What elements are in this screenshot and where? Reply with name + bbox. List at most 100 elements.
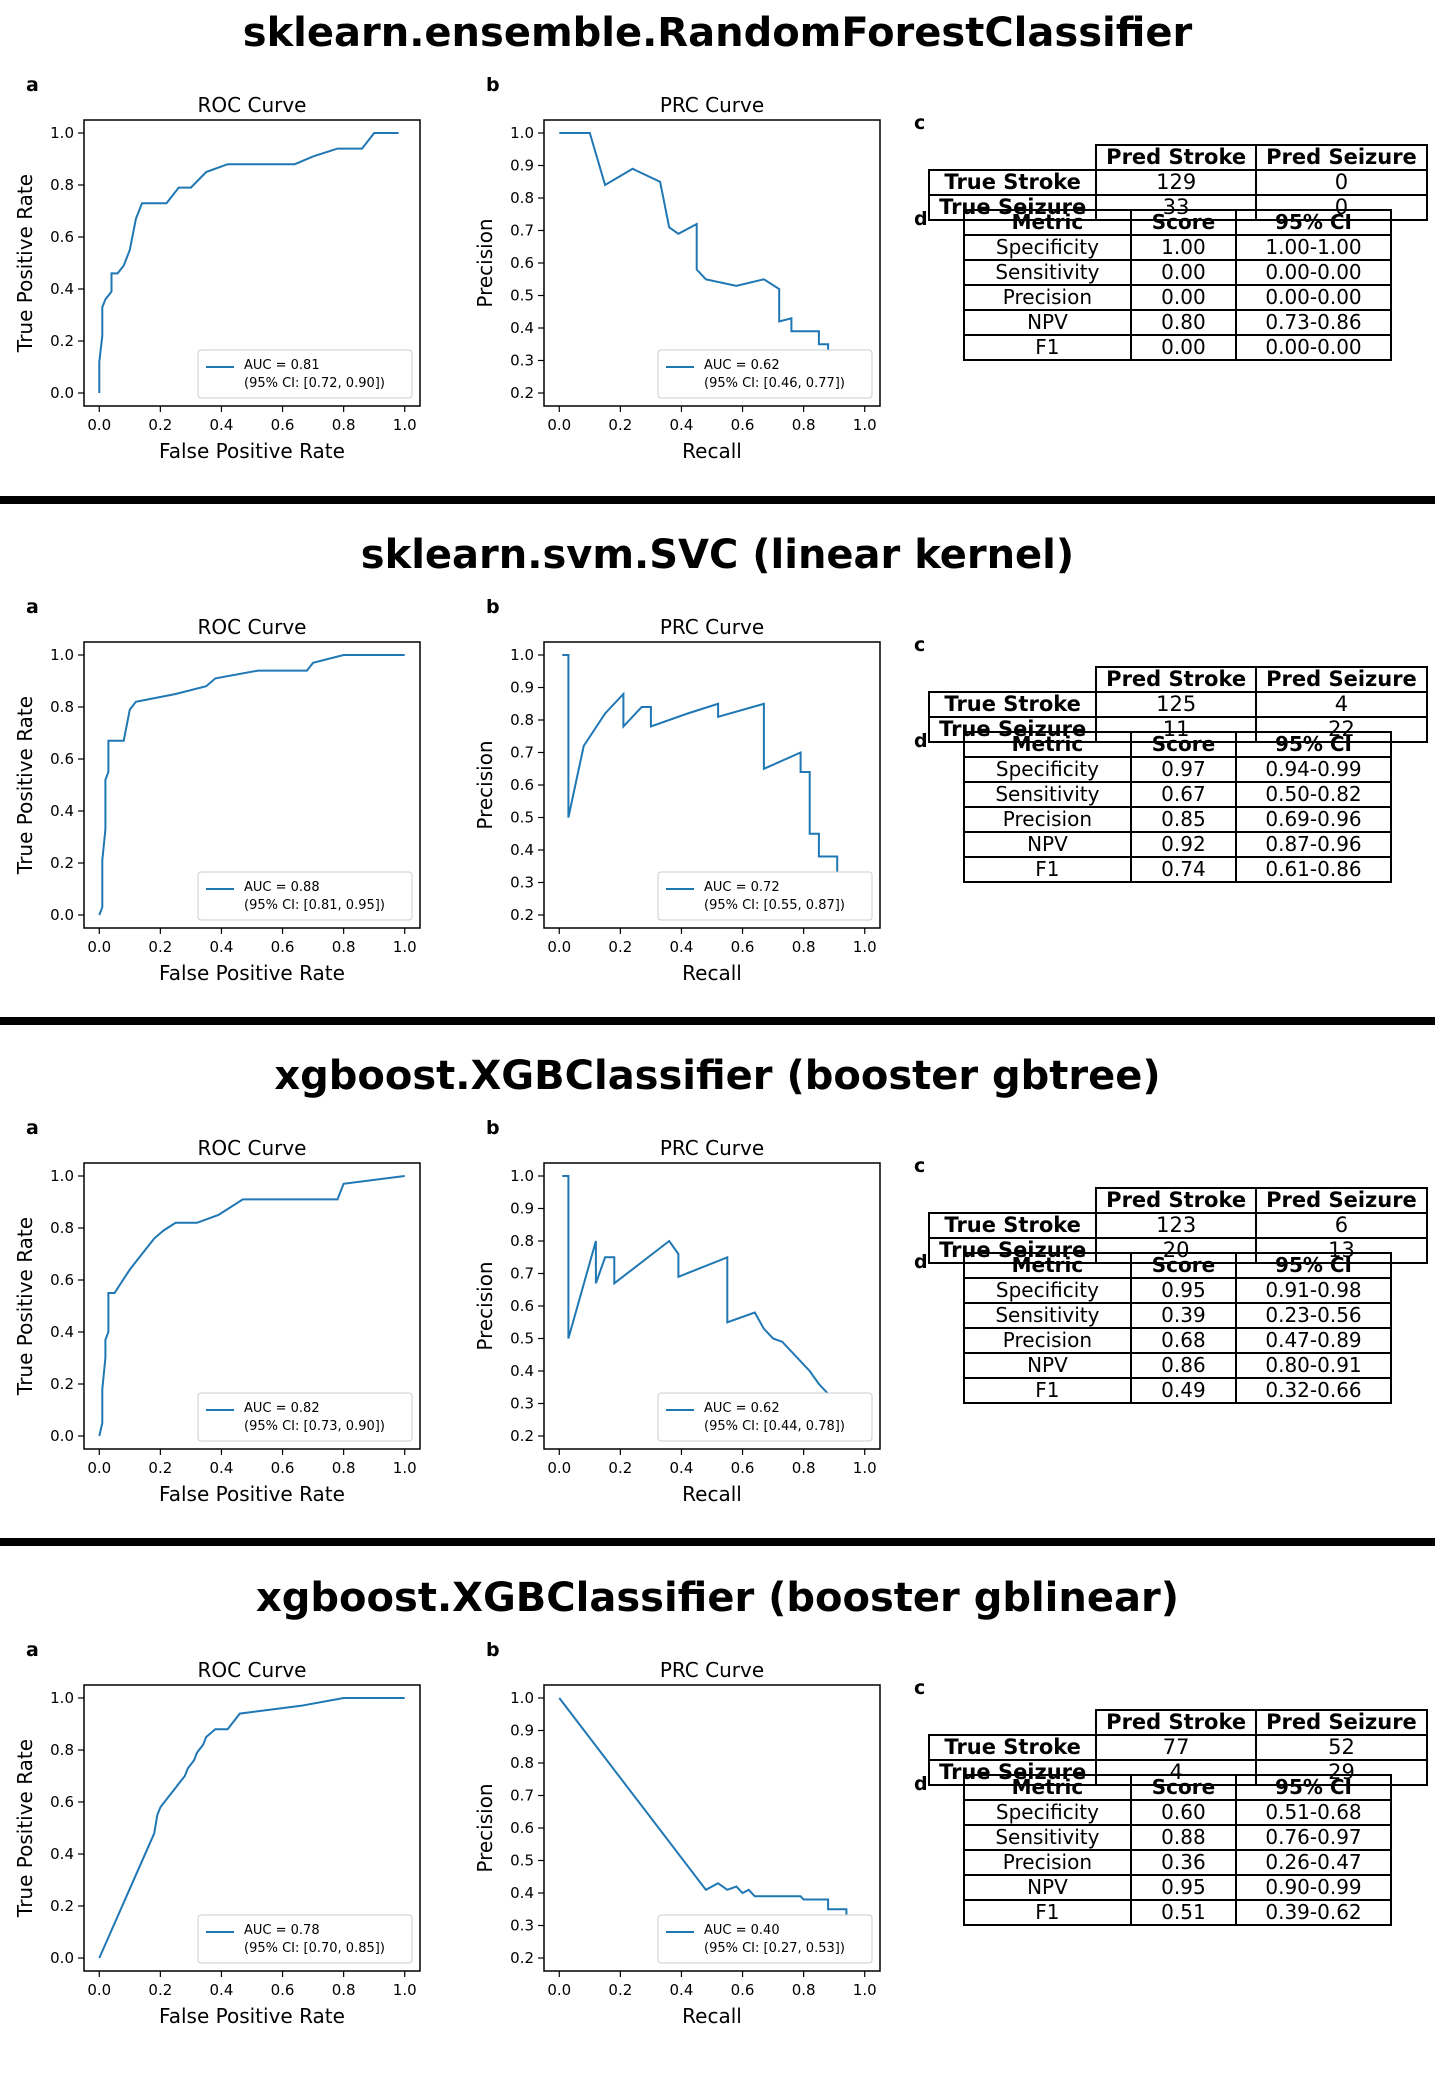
y-tick-label: 0.8 [510,1754,534,1772]
x-tick-label: 1.0 [393,416,417,434]
chart-title: ROC Curve [198,93,307,117]
y-tick-label: 0.8 [50,698,74,716]
metrics-cell: 0.51 [1131,1900,1236,1925]
x-tick-label: 0.0 [547,938,571,956]
panel-letter: b [486,74,500,96]
y-tick-label: 0.6 [510,254,534,272]
x-tick-label: 0.8 [332,938,356,956]
metrics-cell: Sensitivity [964,1303,1131,1328]
legend-ci: (95% CI: [0.72, 0.90]) [244,376,385,391]
confusion-header: Pred Stroke [1096,1188,1256,1213]
metrics-cell: 0.92 [1131,832,1236,857]
x-axis-label: False Positive Rate [159,439,345,463]
metrics-cell: Precision [964,1328,1131,1353]
y-tick-label: 0.9 [510,157,534,175]
table-letter-d: d [914,208,928,230]
metrics-cell: 0.88 [1131,1825,1236,1850]
y-tick-label: 1.0 [510,1167,534,1185]
x-tick-label: 0.4 [210,1981,234,1999]
metrics-cell: Precision [964,807,1131,832]
metrics-cell: 0.39-0.62 [1236,1900,1391,1925]
x-tick-label: 0.8 [792,1459,816,1477]
panel-letter: a [26,1117,39,1139]
x-tick-label: 0.0 [87,938,111,956]
y-tick-label: 0.7 [510,222,534,240]
metrics-header: 95% CI [1236,1775,1391,1800]
y-tick-label: 0.6 [50,750,74,768]
x-tick-label: 0.6 [271,1459,295,1477]
y-tick-label: 0.4 [50,802,74,820]
y-tick-label: 0.6 [50,228,74,246]
metrics-cell: 0.86 [1131,1353,1236,1378]
blank-cell [929,145,1096,170]
y-tick-label: 1.0 [50,124,74,142]
metrics-cell: 0.94-0.99 [1236,757,1391,782]
chart-title: PRC Curve [660,93,764,117]
metrics-cell: 0.61-0.86 [1236,857,1391,882]
y-tick-label: 1.0 [510,124,534,142]
section-divider [0,1017,1435,1025]
metrics-cell: 0.95 [1131,1278,1236,1303]
model-title: sklearn.svm.SVC (linear kernel) [0,532,1435,578]
legend-ci: (95% CI: [0.81, 0.95]) [244,898,385,913]
legend-auc: AUC = 0.78 [244,1923,320,1938]
metrics-cell: 0.00-0.00 [1236,285,1391,310]
x-tick-label: 0.6 [731,938,755,956]
metrics-header: 95% CI [1236,732,1391,757]
model-title: sklearn.ensemble.RandomForestClassifier [0,10,1435,56]
metrics-cell: F1 [964,857,1131,882]
x-tick-label: 0.8 [332,1981,356,1999]
x-axis-label: Recall [682,439,742,463]
x-tick-label: 0.4 [210,1459,234,1477]
x-tick-label: 0.2 [148,1459,172,1477]
x-axis-label: Recall [682,961,742,985]
legend-auc: AUC = 0.40 [704,1923,780,1938]
y-axis-label: Precision [473,1261,497,1350]
legend-auc: AUC = 0.81 [244,358,320,373]
confusion-cell: 125 [1096,692,1256,717]
y-tick-label: 0.6 [50,1793,74,1811]
table-letter-d: d [914,1773,928,1795]
metrics-cell: 0.73-0.86 [1236,310,1391,335]
x-tick-label: 0.6 [731,1981,755,1999]
x-tick-label: 0.2 [148,416,172,434]
table-letter-c: c [914,1155,925,1177]
metrics-cell: 0.49 [1131,1378,1236,1403]
x-axis-label: False Positive Rate [159,1482,345,1506]
metrics-cell: Sensitivity [964,260,1131,285]
x-tick-label: 0.0 [547,1459,571,1477]
metrics-cell: Specificity [964,235,1131,260]
legend-ci: (95% CI: [0.70, 0.85]) [244,1941,385,1956]
table-letter-c: c [914,1677,925,1699]
metrics-cell: 0.50-0.82 [1236,782,1391,807]
metrics-cell: Precision [964,285,1131,310]
metrics-cell: 0.87-0.96 [1236,832,1391,857]
y-tick-label: 0.0 [50,1427,74,1445]
legend-auc: AUC = 0.62 [704,1401,780,1416]
legend-auc: AUC = 0.72 [704,880,780,895]
y-tick-label: 0.3 [510,1395,534,1413]
x-tick-label: 1.0 [853,1459,877,1477]
y-tick-label: 1.0 [510,1689,534,1707]
section-divider [0,1538,1435,1546]
model-panel: xgboost.XGBClassifier (booster gblinear)… [0,1565,1435,2081]
metrics-cell: Specificity [964,1800,1131,1825]
y-tick-label: 0.9 [510,679,534,697]
x-tick-label: 0.4 [210,938,234,956]
y-tick-label: 0.6 [510,1297,534,1315]
metrics-cell: 0.80 [1131,310,1236,335]
table-letter-d: d [914,1251,928,1273]
y-tick-label: 0.4 [510,319,534,337]
y-axis-label: Precision [473,740,497,829]
metrics-cell: F1 [964,1378,1131,1403]
y-axis-label: True Positive Rate [13,1217,37,1396]
blank-cell [929,1188,1096,1213]
metrics-cell: F1 [964,335,1131,360]
table-letter-c: c [914,634,925,656]
x-tick-label: 0.4 [210,416,234,434]
